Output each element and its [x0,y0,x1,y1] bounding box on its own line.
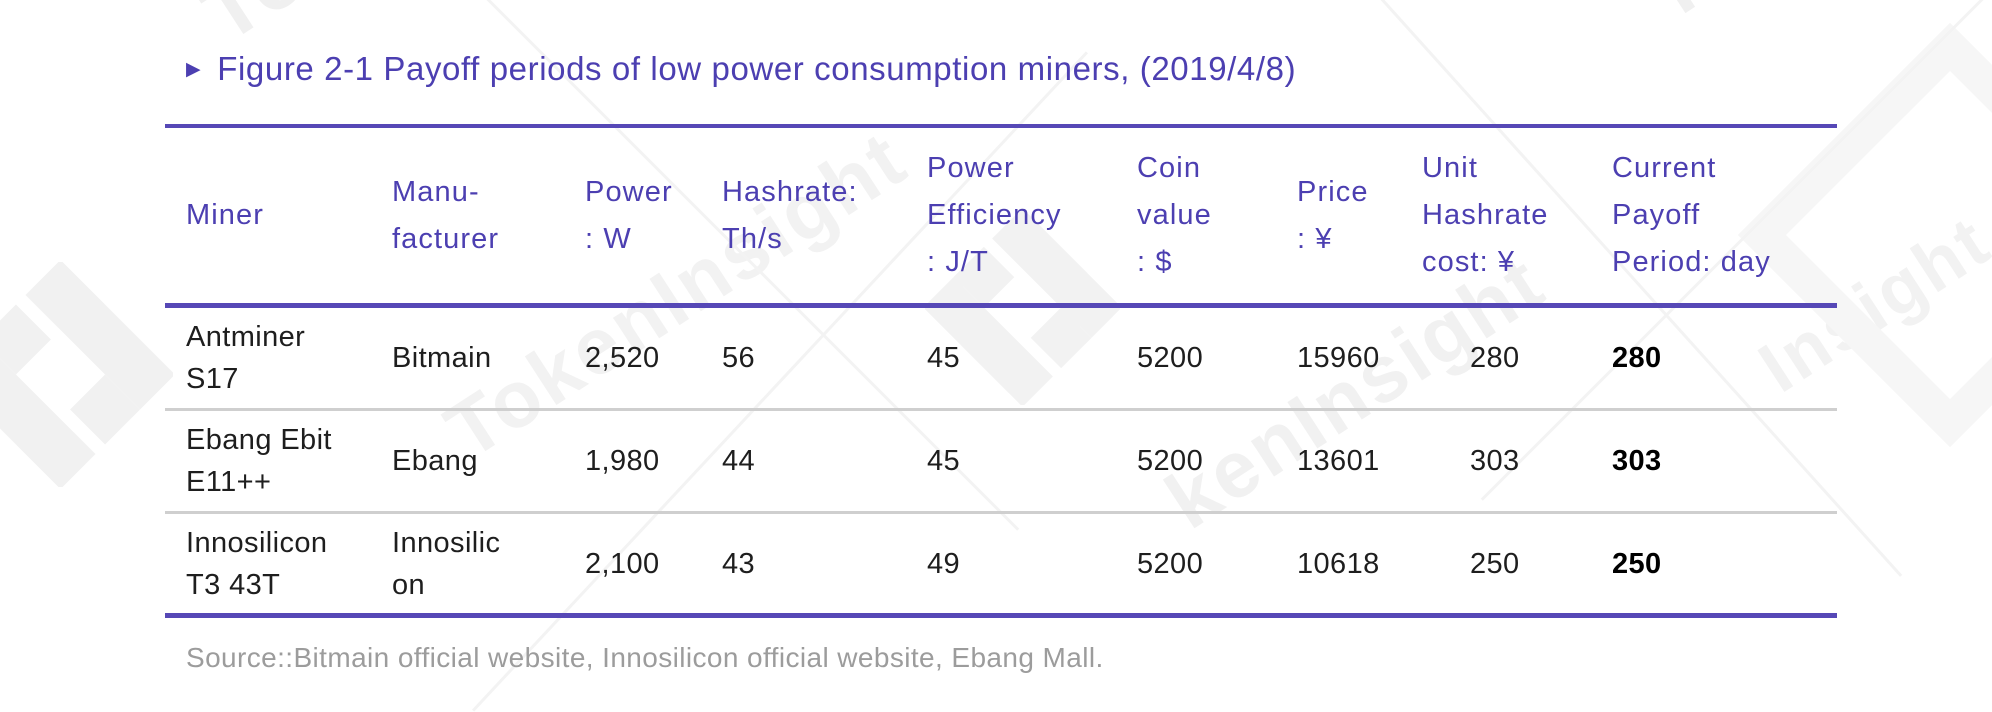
column-header-unit-hashrate-cost: Unit Hashrate cost: ¥ [1422,152,1549,278]
cell-current-payoff-period: 250 [1612,547,1662,580]
title-bullet-arrow-icon: ▶ [186,58,202,80]
cell-power-efficiency: 45 [927,342,961,374]
cell-hashrate: 43 [722,547,756,580]
cell-power: 1,980 [585,445,660,477]
row-separator [165,408,1837,411]
title-underline [165,124,1837,128]
cell-price: 13601 [1297,445,1380,477]
column-header-power-efficiency: Power Efficiency : J/T [927,152,1062,278]
header-divider [165,303,1837,308]
cell-manufacturer: Ebang [392,445,478,477]
tokeninsight-logo-icon [0,262,173,487]
cell-unit-hashrate-cost: 303 [1470,445,1520,477]
cell-manufacturer: Bitmain [392,342,492,374]
figure-title-text: Figure 2-1 Payoff periods of low power c… [217,50,1297,87]
cell-coin-value: 5200 [1137,547,1204,580]
table-header-row: Miner Manu- facturer Power : W Hashrate:… [165,128,1837,303]
cell-power: 2,520 [585,342,660,374]
cell-unit-hashrate-cost: 250 [1470,547,1520,580]
table-row: Innosilicon T3 43T Innosilic on 2,100 43… [165,514,1837,613]
cell-price: 10618 [1297,547,1380,580]
column-header-power: Power : W [585,175,673,255]
cell-power-efficiency: 49 [927,547,961,580]
cell-hashrate: 56 [722,342,756,374]
cell-miner: Antminer S17 [186,321,306,395]
column-header-price: Price : ¥ [1297,175,1369,255]
cell-current-payoff-period: 303 [1612,445,1662,477]
cell-manufacturer: Innosilic on [392,526,501,601]
column-header-coin-value: Coin value : $ [1137,152,1212,278]
cell-coin-value: 5200 [1137,342,1204,374]
table-bottom-border [165,613,1837,618]
cell-price: 15960 [1297,342,1380,374]
cell-power-efficiency: 45 [927,445,961,477]
cell-power: 2,100 [585,547,660,580]
column-header-miner: Miner [186,199,265,231]
figure-title: ▶ Figure 2-1 Payoff periods of low power… [186,50,1296,88]
source-note: Source::Bitmain official website, Innosi… [186,642,1104,673]
cell-coin-value: 5200 [1137,445,1204,477]
row-separator [165,511,1837,514]
column-header-manufacturer: Manu- facturer [392,175,500,255]
cell-miner: Innosilicon T3 43T [186,526,328,601]
table-row: Ebang Ebit E11++ Ebang 1,980 44 45 5200 … [165,411,1837,511]
cell-hashrate: 44 [722,445,756,477]
cell-current-payoff-period: 280 [1612,342,1662,374]
cell-unit-hashrate-cost: 280 [1470,342,1520,374]
cell-miner: Ebang Ebit E11++ [186,424,332,498]
table-row: Antminer S17 Bitmain 2,520 56 45 5200 15… [165,308,1837,408]
column-header-hashrate: Hashrate: Th/s [722,175,858,255]
column-header-current-payoff-period: Current Payoff Period: day [1612,152,1771,278]
